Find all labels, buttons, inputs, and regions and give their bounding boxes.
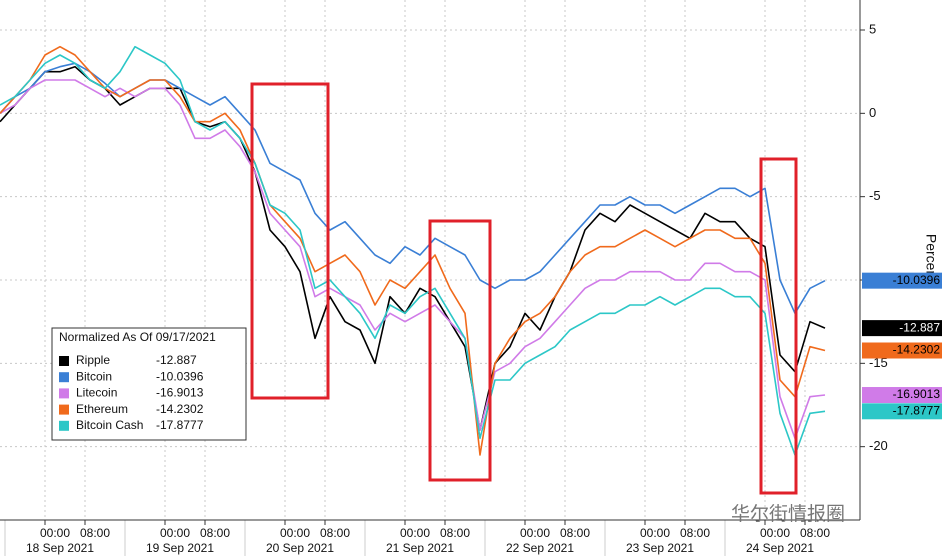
legend-box	[51, 327, 247, 441]
value-tag-label: -14.2302	[893, 343, 941, 357]
highlight-box	[428, 219, 492, 482]
legend-title: Normalized As Of 09/17/2021	[59, 330, 216, 344]
x-date-label: 20 Sep 2021	[266, 541, 334, 555]
y-tick-label: -15	[869, 355, 888, 370]
legend-value: -14.2302	[156, 402, 204, 416]
highlight-boxes	[250, 82, 798, 495]
legend-label: Bitcoin Cash	[76, 418, 143, 432]
x-tick-label: 08:00	[320, 526, 350, 540]
series-line	[0, 62, 826, 315]
x-tick-label: 00:00	[40, 526, 70, 540]
value-tag	[862, 403, 942, 420]
legend-value: -12.887	[156, 353, 197, 367]
x-date-label: 22 Sep 2021	[506, 541, 574, 555]
series-line	[0, 45, 826, 456]
watermark: 华尔街情报圈	[731, 503, 845, 525]
legend-value: -10.0396	[156, 369, 204, 383]
value-tag	[862, 342, 942, 359]
legend-swatch	[59, 388, 69, 399]
legend-label: Litecoin	[76, 386, 117, 400]
x-date-label: 24 Sep 2021	[746, 541, 814, 555]
x-date-label: 23 Sep 2021	[626, 541, 694, 555]
value-tag	[862, 320, 942, 337]
legend-swatch	[59, 356, 69, 366]
plot	[0, 0, 865, 556]
legend-label: Ethereum	[76, 402, 128, 416]
y-axis-label: Percent	[923, 234, 939, 282]
x-tick-label: 00:00	[280, 526, 310, 540]
legend-swatch	[59, 404, 69, 415]
x-tick-label: 00:00	[640, 526, 670, 540]
x-tick-label: 08:00	[680, 526, 710, 540]
highlight-box	[759, 157, 798, 495]
value-tag-label: -17.8777	[893, 403, 941, 417]
legend-swatch	[59, 372, 69, 383]
x-tick-label: 08:00	[800, 526, 830, 540]
x-tick-label: 00:00	[400, 526, 430, 540]
legend-value: -17.8777	[156, 418, 204, 432]
x-tick-label: 00:00	[160, 526, 190, 540]
value-tag	[862, 387, 942, 404]
x-date-label: 19 Sep 2021	[146, 541, 214, 555]
y-tick-label: 0	[869, 105, 876, 120]
x-tick-label: 08:00	[200, 526, 230, 540]
x-tick-label: 00:00	[760, 526, 790, 540]
value-tag	[862, 272, 942, 289]
x-tick-label: 08:00	[80, 526, 110, 540]
x-date-label: 18 Sep 2021	[26, 541, 94, 555]
y-tick-label: 5	[869, 21, 876, 36]
highlight-box	[250, 82, 330, 400]
legend-label: Bitcoin	[76, 369, 112, 383]
x-tick-label: 00:00	[520, 526, 550, 540]
value-tag-label: -10.0396	[893, 273, 941, 287]
x-tick-label: 08:00	[440, 526, 470, 540]
legend-label: Ripple	[76, 353, 110, 367]
x-date-label: 21 Sep 2021	[386, 541, 454, 555]
y-tick-label: -20	[869, 438, 888, 453]
value-tag-label: -12.887	[899, 320, 940, 334]
value-tag-label: -16.9013	[893, 387, 941, 401]
legend-value: -16.9013	[156, 386, 204, 400]
x-tick-label: 08:00	[560, 526, 590, 540]
series-line	[0, 79, 826, 440]
y-tick-label: -5	[869, 188, 881, 203]
series-line	[0, 45, 826, 456]
legend-swatch	[59, 420, 69, 431]
